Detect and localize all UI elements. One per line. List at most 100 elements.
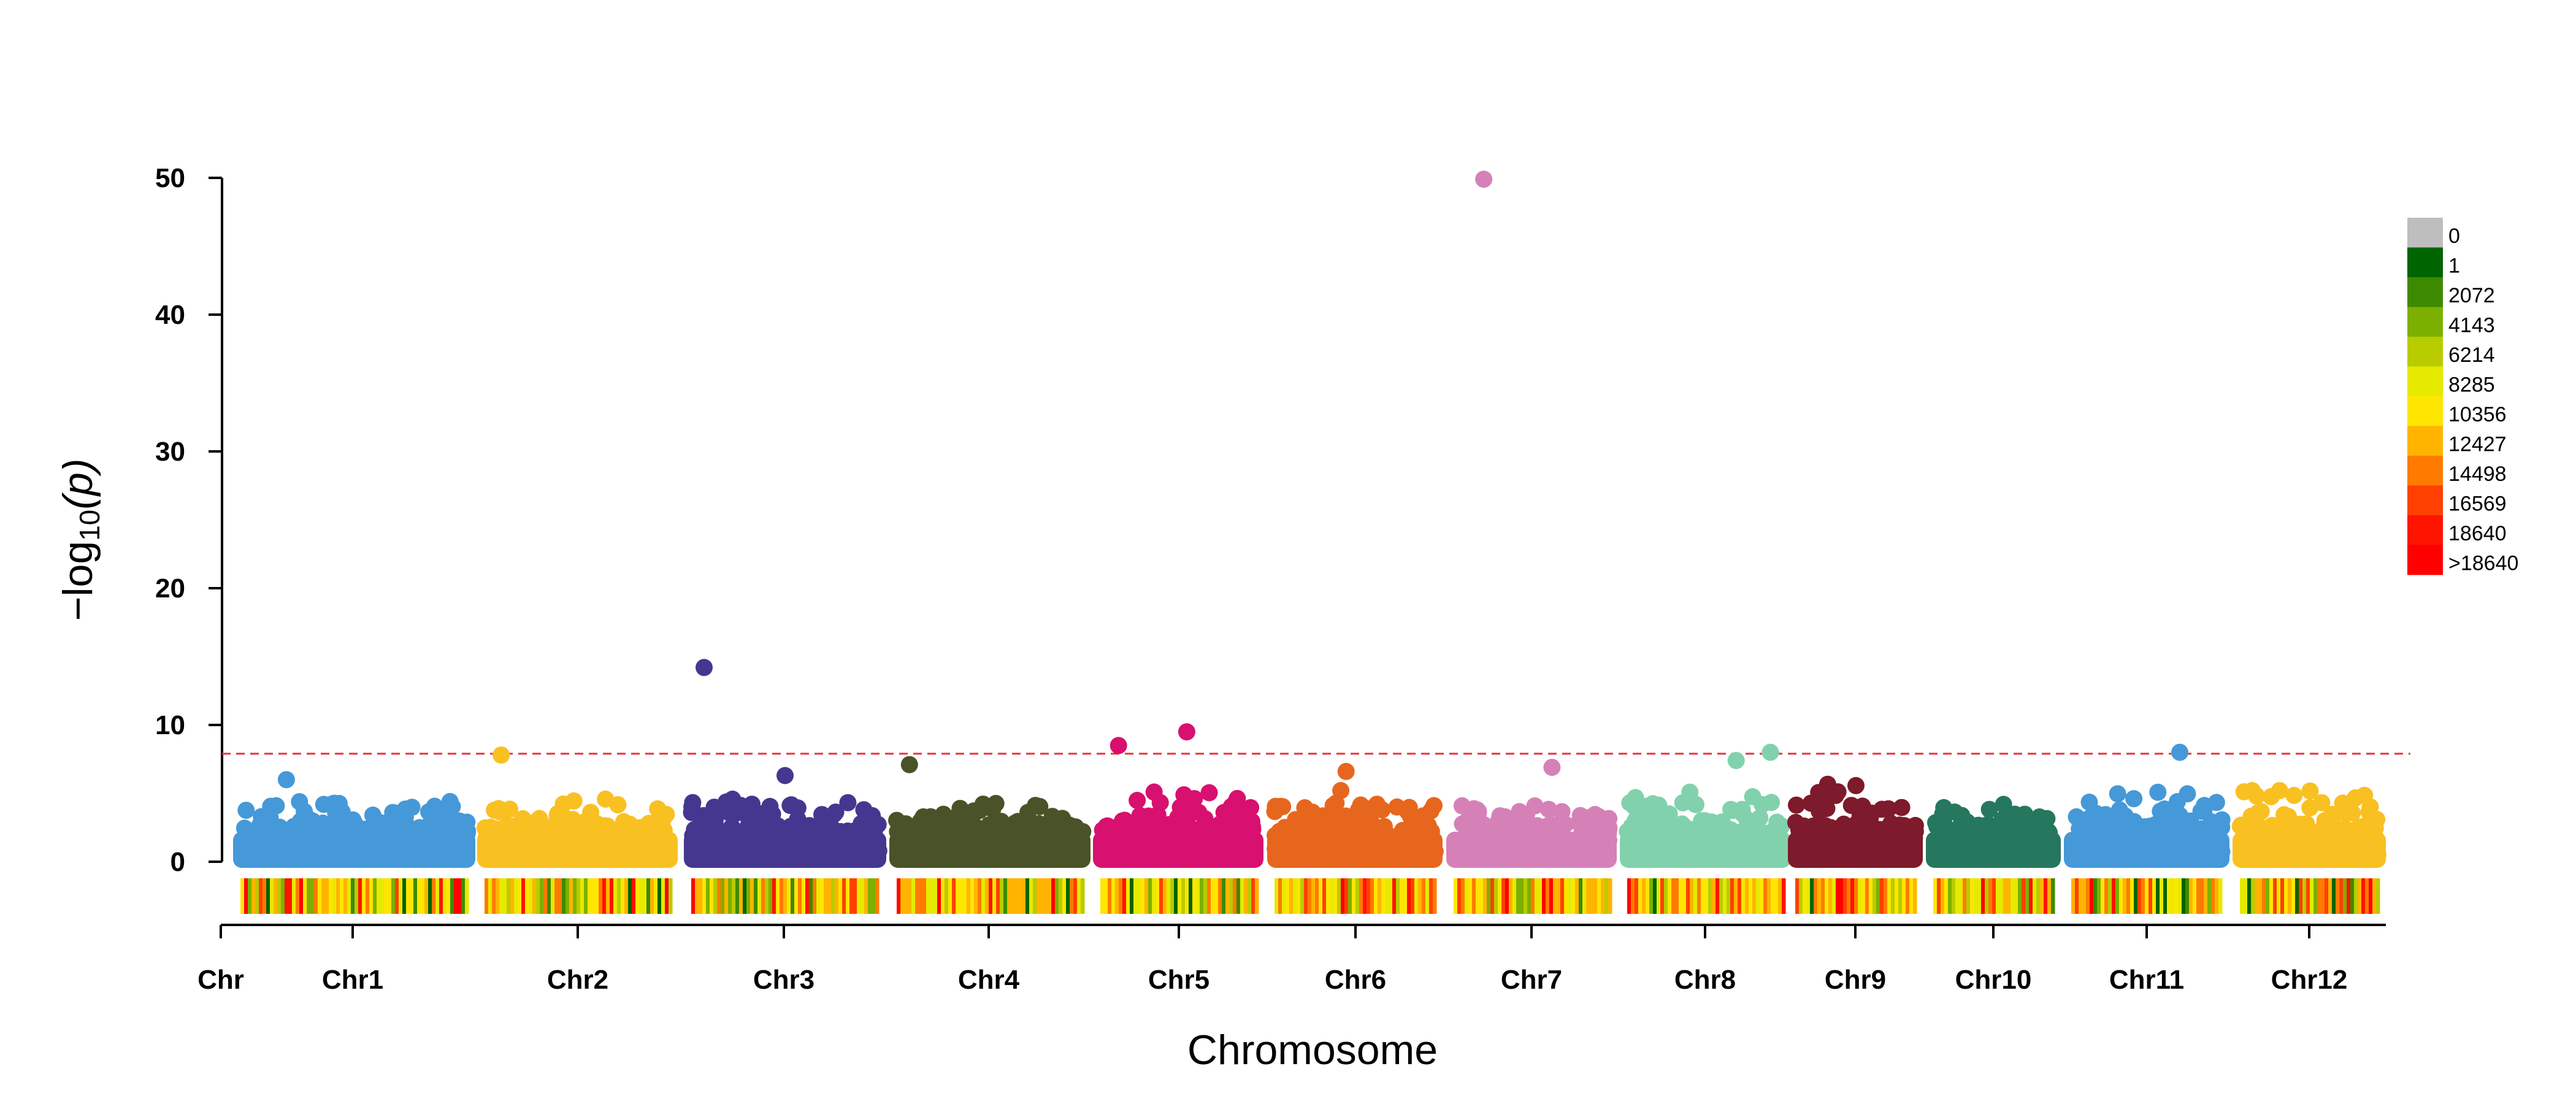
density-cell [1251, 878, 1255, 914]
density-cell [1319, 878, 1323, 914]
density-cell [329, 878, 333, 914]
density-cell [721, 878, 725, 914]
density-cell [1341, 878, 1345, 914]
point [2110, 801, 2128, 819]
peak-point [1543, 759, 1561, 776]
point [1417, 832, 1435, 849]
density-cell [240, 878, 245, 914]
point [1744, 829, 1761, 846]
y-tick-label: 0 [171, 847, 185, 877]
density-cell [2218, 878, 2223, 914]
density-cell [602, 878, 607, 914]
density-cell [2108, 878, 2112, 914]
density-cell [1181, 878, 1186, 914]
density-cell [2160, 878, 2164, 914]
point [1296, 799, 1314, 816]
density-cell [1326, 878, 1330, 914]
density-cell [1494, 878, 1498, 914]
point [341, 815, 359, 833]
density-cell [1344, 878, 1349, 914]
density-cell [2354, 878, 2358, 914]
density-cell [1876, 878, 1880, 914]
density-cell [299, 878, 304, 914]
point [1149, 806, 1167, 824]
point [291, 793, 309, 811]
density-cell [1275, 878, 1279, 914]
density-cell [465, 878, 469, 914]
density-cell [1429, 878, 1433, 914]
point [1717, 842, 1735, 860]
point [553, 841, 570, 859]
point [1129, 822, 1147, 840]
density-cell [2313, 878, 2318, 914]
density-cell [1236, 878, 1241, 914]
density-cell [606, 878, 610, 914]
density-cell [2196, 878, 2201, 914]
density-cell [1286, 878, 1290, 914]
density-cell [285, 878, 289, 914]
density-cell [584, 878, 588, 914]
density-cell [1847, 878, 1851, 914]
density-cell [919, 878, 923, 914]
point [868, 834, 886, 851]
density-cell [1133, 878, 1138, 914]
point [1482, 841, 1500, 859]
density-cell [540, 878, 544, 914]
density-cell [1414, 878, 1419, 914]
x-tick-label: Chr9 [1825, 965, 1886, 995]
density-cell [2007, 878, 2011, 914]
point [2301, 782, 2319, 800]
density-cell [2093, 878, 2098, 914]
density-cell [820, 878, 824, 914]
density-cell [1000, 878, 1004, 914]
point [426, 797, 443, 815]
density-cell [1839, 878, 1844, 914]
point [350, 842, 368, 860]
point [770, 832, 788, 849]
density-cell [1825, 878, 1829, 914]
density-cell [380, 878, 385, 914]
point [1114, 815, 1132, 832]
density-cell [1520, 878, 1524, 914]
density-cell [424, 878, 429, 914]
density-cell [2090, 878, 2094, 914]
density-strip-chr11 [2071, 878, 2223, 914]
peak-point [1110, 737, 1127, 754]
x-axis: Chr Chr1 Chr2 Chr3 Chr4 Chr5 Chr6 Chr7 Chr8 Chr9 C… [197, 924, 2386, 995]
point [1525, 842, 1543, 860]
density-cell [2317, 878, 2321, 914]
peak-point [1727, 752, 1745, 769]
density-cell [1999, 878, 2004, 914]
density-strip-chr9 [1795, 878, 1917, 914]
density-cell [1974, 878, 1978, 914]
density-cell [1512, 878, 1517, 914]
density-cell [926, 878, 930, 914]
density-cell [1723, 878, 1727, 914]
point [2317, 822, 2335, 840]
density-cell [1760, 878, 1764, 914]
density-cell [632, 878, 636, 914]
density-cell [562, 878, 566, 914]
density-cell [277, 878, 282, 914]
point [2162, 843, 2180, 861]
point [1628, 843, 1646, 861]
density-cell [399, 878, 403, 914]
density-cell [665, 878, 669, 914]
density-cell [2291, 878, 2296, 914]
point [1490, 822, 1508, 840]
density-cell [1575, 878, 1579, 914]
density-cell [1843, 878, 1847, 914]
point [2323, 805, 2341, 823]
x-tick-label: Chr7 [1501, 965, 1562, 995]
point [565, 792, 583, 810]
density-cell [2200, 878, 2204, 914]
density-cell [1051, 878, 1056, 914]
point [1200, 784, 1218, 802]
density-cell [307, 878, 311, 914]
density-cell [717, 878, 721, 914]
x-tick-label: Chr2 [547, 965, 608, 995]
density-cell [1535, 878, 1539, 914]
density-legend: 0 1 2072 4143 6214 8285 10356 12427 14498 16569 18… [2407, 218, 2518, 575]
density-cell [1782, 878, 1786, 914]
